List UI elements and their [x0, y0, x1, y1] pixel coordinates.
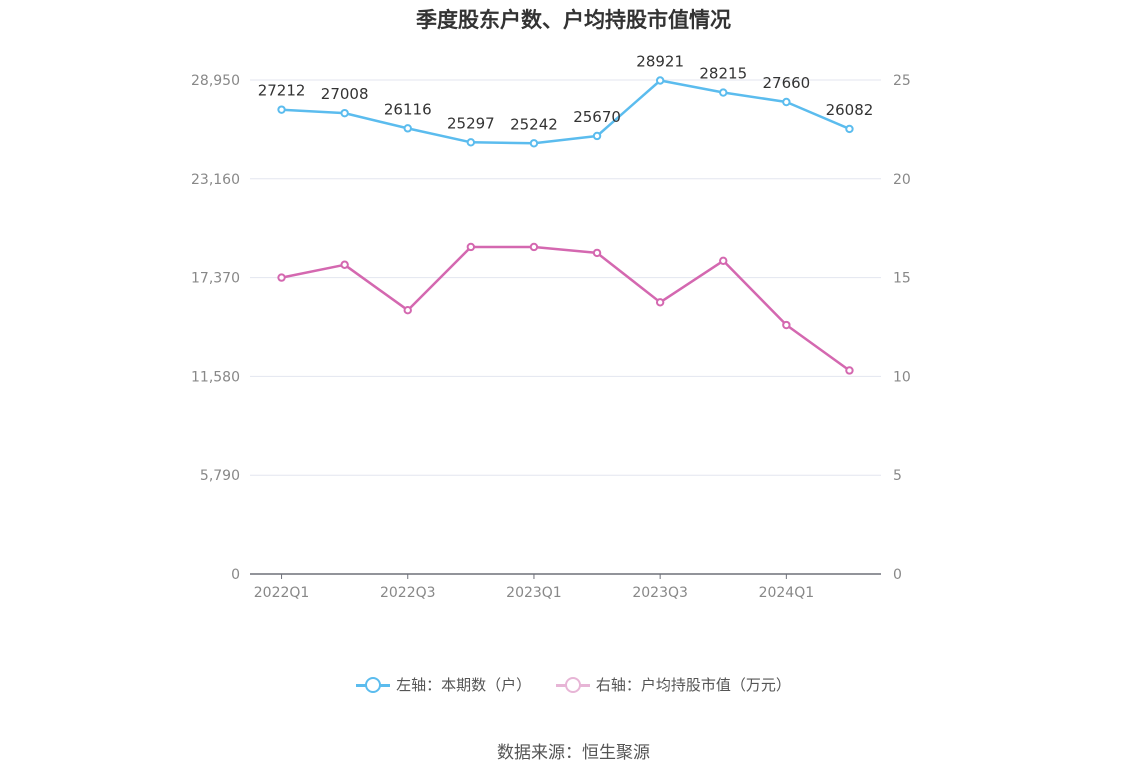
data-point [340, 108, 349, 118]
line-chart: 0 0 5,790 5 11,580 10 17,370 15 23,160 20 28,950 25… [191, 52, 911, 601]
series-line-2 [281, 245, 851, 372]
x-tick-label: 2023Q1 [506, 585, 562, 601]
data-point [466, 138, 476, 147]
legend: 左轴：本期数（户） 右轴：户均持股市值（万元） [0, 674, 1147, 699]
data-label: 28921 [636, 52, 684, 70]
y-right-tick-label: 5 [893, 468, 902, 484]
y-right-tick-label: 0 [893, 567, 902, 583]
data-point [466, 242, 476, 252]
data-point [529, 242, 539, 252]
data-point [277, 273, 286, 282]
legend-item-households[interactable]: 左轴：本期数（户） [356, 674, 531, 695]
x-tick-label: 2022Q1 [254, 585, 310, 601]
data-point [529, 139, 539, 148]
series-line-1 [281, 79, 850, 145]
data-point [340, 260, 349, 269]
data-point [782, 320, 791, 330]
y-left-tick-label: 11,580 [191, 369, 240, 385]
data-label: 26082 [826, 101, 874, 119]
chart-title: 季度股东户数、户均持股市值情况 [416, 8, 731, 32]
data-point [655, 298, 665, 307]
y-left-tick-label: 0 [231, 567, 240, 583]
data-source: 数据来源：恒生聚源 [497, 743, 650, 763]
x-tick-label: 2023Q3 [632, 585, 688, 601]
data-point [845, 366, 854, 375]
data-label: 27008 [321, 85, 369, 103]
legend-label-avg-value: 右轴：户均持股市值（万元） [595, 676, 791, 694]
y-right-tick-label: 15 [893, 271, 911, 287]
data-point [782, 97, 791, 107]
data-label: 28215 [699, 65, 747, 83]
y-left-tick-label: 5,790 [200, 468, 240, 484]
data-point [403, 124, 412, 133]
data-point [277, 105, 286, 114]
x-tick-label: 2022Q3 [380, 585, 436, 601]
legend-marker-households [356, 675, 391, 695]
legend-item-avg-value[interactable]: 右轴：户均持股市值（万元） [555, 674, 791, 695]
y-left-tick-label: 17,370 [191, 271, 240, 287]
y-right-tick-label: 10 [893, 369, 911, 385]
legend-marker-avg-value [555, 675, 590, 695]
x-tick-label: 2024Q1 [759, 585, 815, 601]
legend-label-households: 左轴：本期数（户） [396, 676, 532, 694]
data-point [719, 88, 728, 97]
data-point [592, 131, 602, 141]
y-left-tick-label: 28,950 [191, 73, 240, 89]
data-point [403, 306, 412, 315]
data-label: 26116 [384, 100, 432, 118]
y-right-tick-label: 20 [893, 172, 911, 188]
data-point [845, 124, 854, 134]
data-point [655, 76, 665, 85]
data-label: 25670 [573, 108, 621, 126]
data-label: 27212 [258, 82, 306, 100]
data-label: 27660 [762, 74, 810, 92]
y-right-tick-label: 25 [893, 73, 911, 89]
data-label: 25297 [447, 114, 495, 132]
data-label: 25242 [510, 115, 558, 133]
y-left-tick-label: 23,160 [191, 172, 240, 188]
data-point [719, 256, 728, 266]
data-point [592, 248, 602, 258]
